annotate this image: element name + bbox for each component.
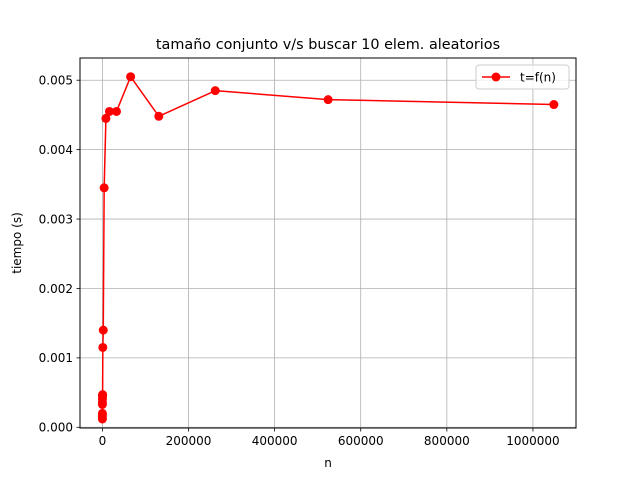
legend-box [475, 64, 570, 90]
data-point [126, 72, 136, 82]
x-tick-label: 600000 [338, 434, 384, 448]
series-layer [97, 72, 559, 424]
y-tick-label: 0.005 [39, 74, 73, 88]
x-tick-label: 200000 [166, 434, 212, 448]
data-point [97, 408, 107, 418]
grid [80, 58, 576, 428]
data-point [99, 183, 109, 193]
x-tick-label: 400000 [252, 434, 298, 448]
y-tick-label: 0.004 [39, 143, 73, 157]
y-tick-label: 0.000 [39, 421, 73, 435]
y-axis-label: tiempo (s) [10, 212, 24, 274]
legend-label: t=f(n) [520, 71, 556, 85]
x-tick-label: 1000000 [506, 434, 559, 448]
x-tick-label: 800000 [424, 434, 470, 448]
data-point [549, 100, 559, 110]
x-axis-label: n [324, 456, 332, 470]
data-point [104, 106, 114, 116]
y-tick-label: 0.003 [39, 212, 73, 226]
data-point [101, 113, 111, 123]
data-point [98, 390, 108, 400]
plot-frame [79, 57, 577, 429]
legend: t=f(n) [475, 64, 570, 90]
data-point [154, 111, 164, 121]
data-point [210, 86, 220, 96]
data-point [98, 342, 108, 352]
chart-title: tamaño conjunto v/s buscar 10 elem. alea… [156, 37, 500, 53]
legend-marker [491, 72, 501, 82]
x-tick-label: 0 [99, 434, 107, 448]
y-tick-label: 0.001 [39, 351, 73, 365]
y-tick-label: 0.002 [39, 282, 73, 296]
data-point [98, 325, 108, 335]
data-point [112, 106, 121, 116]
axis-ticks: 0 200000 400000 600000 800000 1000000 0.000 0.0… [39, 74, 560, 448]
data-point [323, 95, 333, 105]
